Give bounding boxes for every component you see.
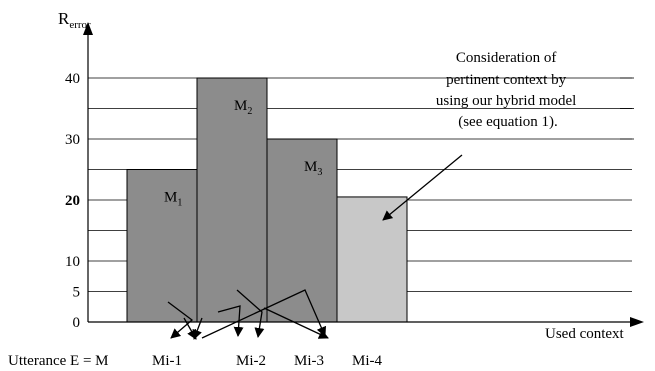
annotation-text: Consideration of pertinent context by us… [436, 50, 580, 130]
context-arrow-5 [236, 289, 265, 338]
bar-1 [126, 169, 198, 323]
bar-4 [336, 196, 408, 323]
y-tick-label-40: 40 [65, 71, 80, 87]
context-arrow-7 [263, 307, 329, 339]
bar-label-sub-3: 3 [317, 167, 322, 178]
category-label-2: Mi-2 [236, 353, 266, 369]
context-arrow-1 [167, 301, 194, 339]
bar-2 [196, 77, 268, 323]
bar-label-3: M3 [304, 159, 322, 178]
bar-label-sub-1: 1 [177, 198, 182, 209]
annotation-line-4: (see equation 1). [458, 114, 558, 130]
context-arrow-6 [201, 289, 326, 339]
y-tick-label-20: 20 [65, 193, 80, 209]
y-tick-label-10: 10 [65, 254, 80, 270]
bar-label-1: M1 [164, 190, 182, 209]
y-axis-arrow [83, 22, 93, 35]
category-label-3: Mi-3 [294, 353, 324, 369]
y-tick-label-5: 5 [73, 285, 81, 301]
bar-label-main-1: M [164, 190, 177, 206]
annotation-arrow [382, 154, 463, 221]
bar-3 [266, 138, 338, 323]
y-tick-label-0: 0 [73, 315, 81, 331]
category-labels: Mi-1 Mi-2 Mi-3 Mi-4 [152, 353, 383, 369]
context-arrow-3 [192, 317, 203, 340]
bar-label-sub-2: 2 [247, 106, 252, 117]
category-label-4: Mi-4 [352, 353, 383, 369]
y-tick-label-30: 30 [65, 132, 80, 148]
bar-label-main-3: M [304, 159, 317, 175]
utterance-label: Utterance E = M [8, 353, 109, 369]
y-tick-labels: 0 5 10 20 30 40 [65, 71, 80, 331]
bar-label-2: M2 [234, 98, 252, 117]
x-axis-arrow [630, 317, 644, 327]
annotation-line-2: pertinent context by [446, 72, 566, 88]
y-axis-title-sub: error [69, 19, 91, 31]
y-axis-title: Rerror [58, 9, 91, 31]
annotation-line-3: using our hybrid model [436, 93, 576, 109]
bars [126, 77, 408, 323]
context-arrow-4 [217, 305, 244, 337]
context-arrows [167, 289, 329, 340]
annotation-line-1: Consideration of [456, 50, 556, 66]
bar-label-main-2: M [234, 98, 247, 114]
y-axis-title-main: R [58, 9, 70, 28]
category-label-1: Mi-1 [152, 353, 182, 369]
x-axis-title: Used context [545, 326, 625, 342]
